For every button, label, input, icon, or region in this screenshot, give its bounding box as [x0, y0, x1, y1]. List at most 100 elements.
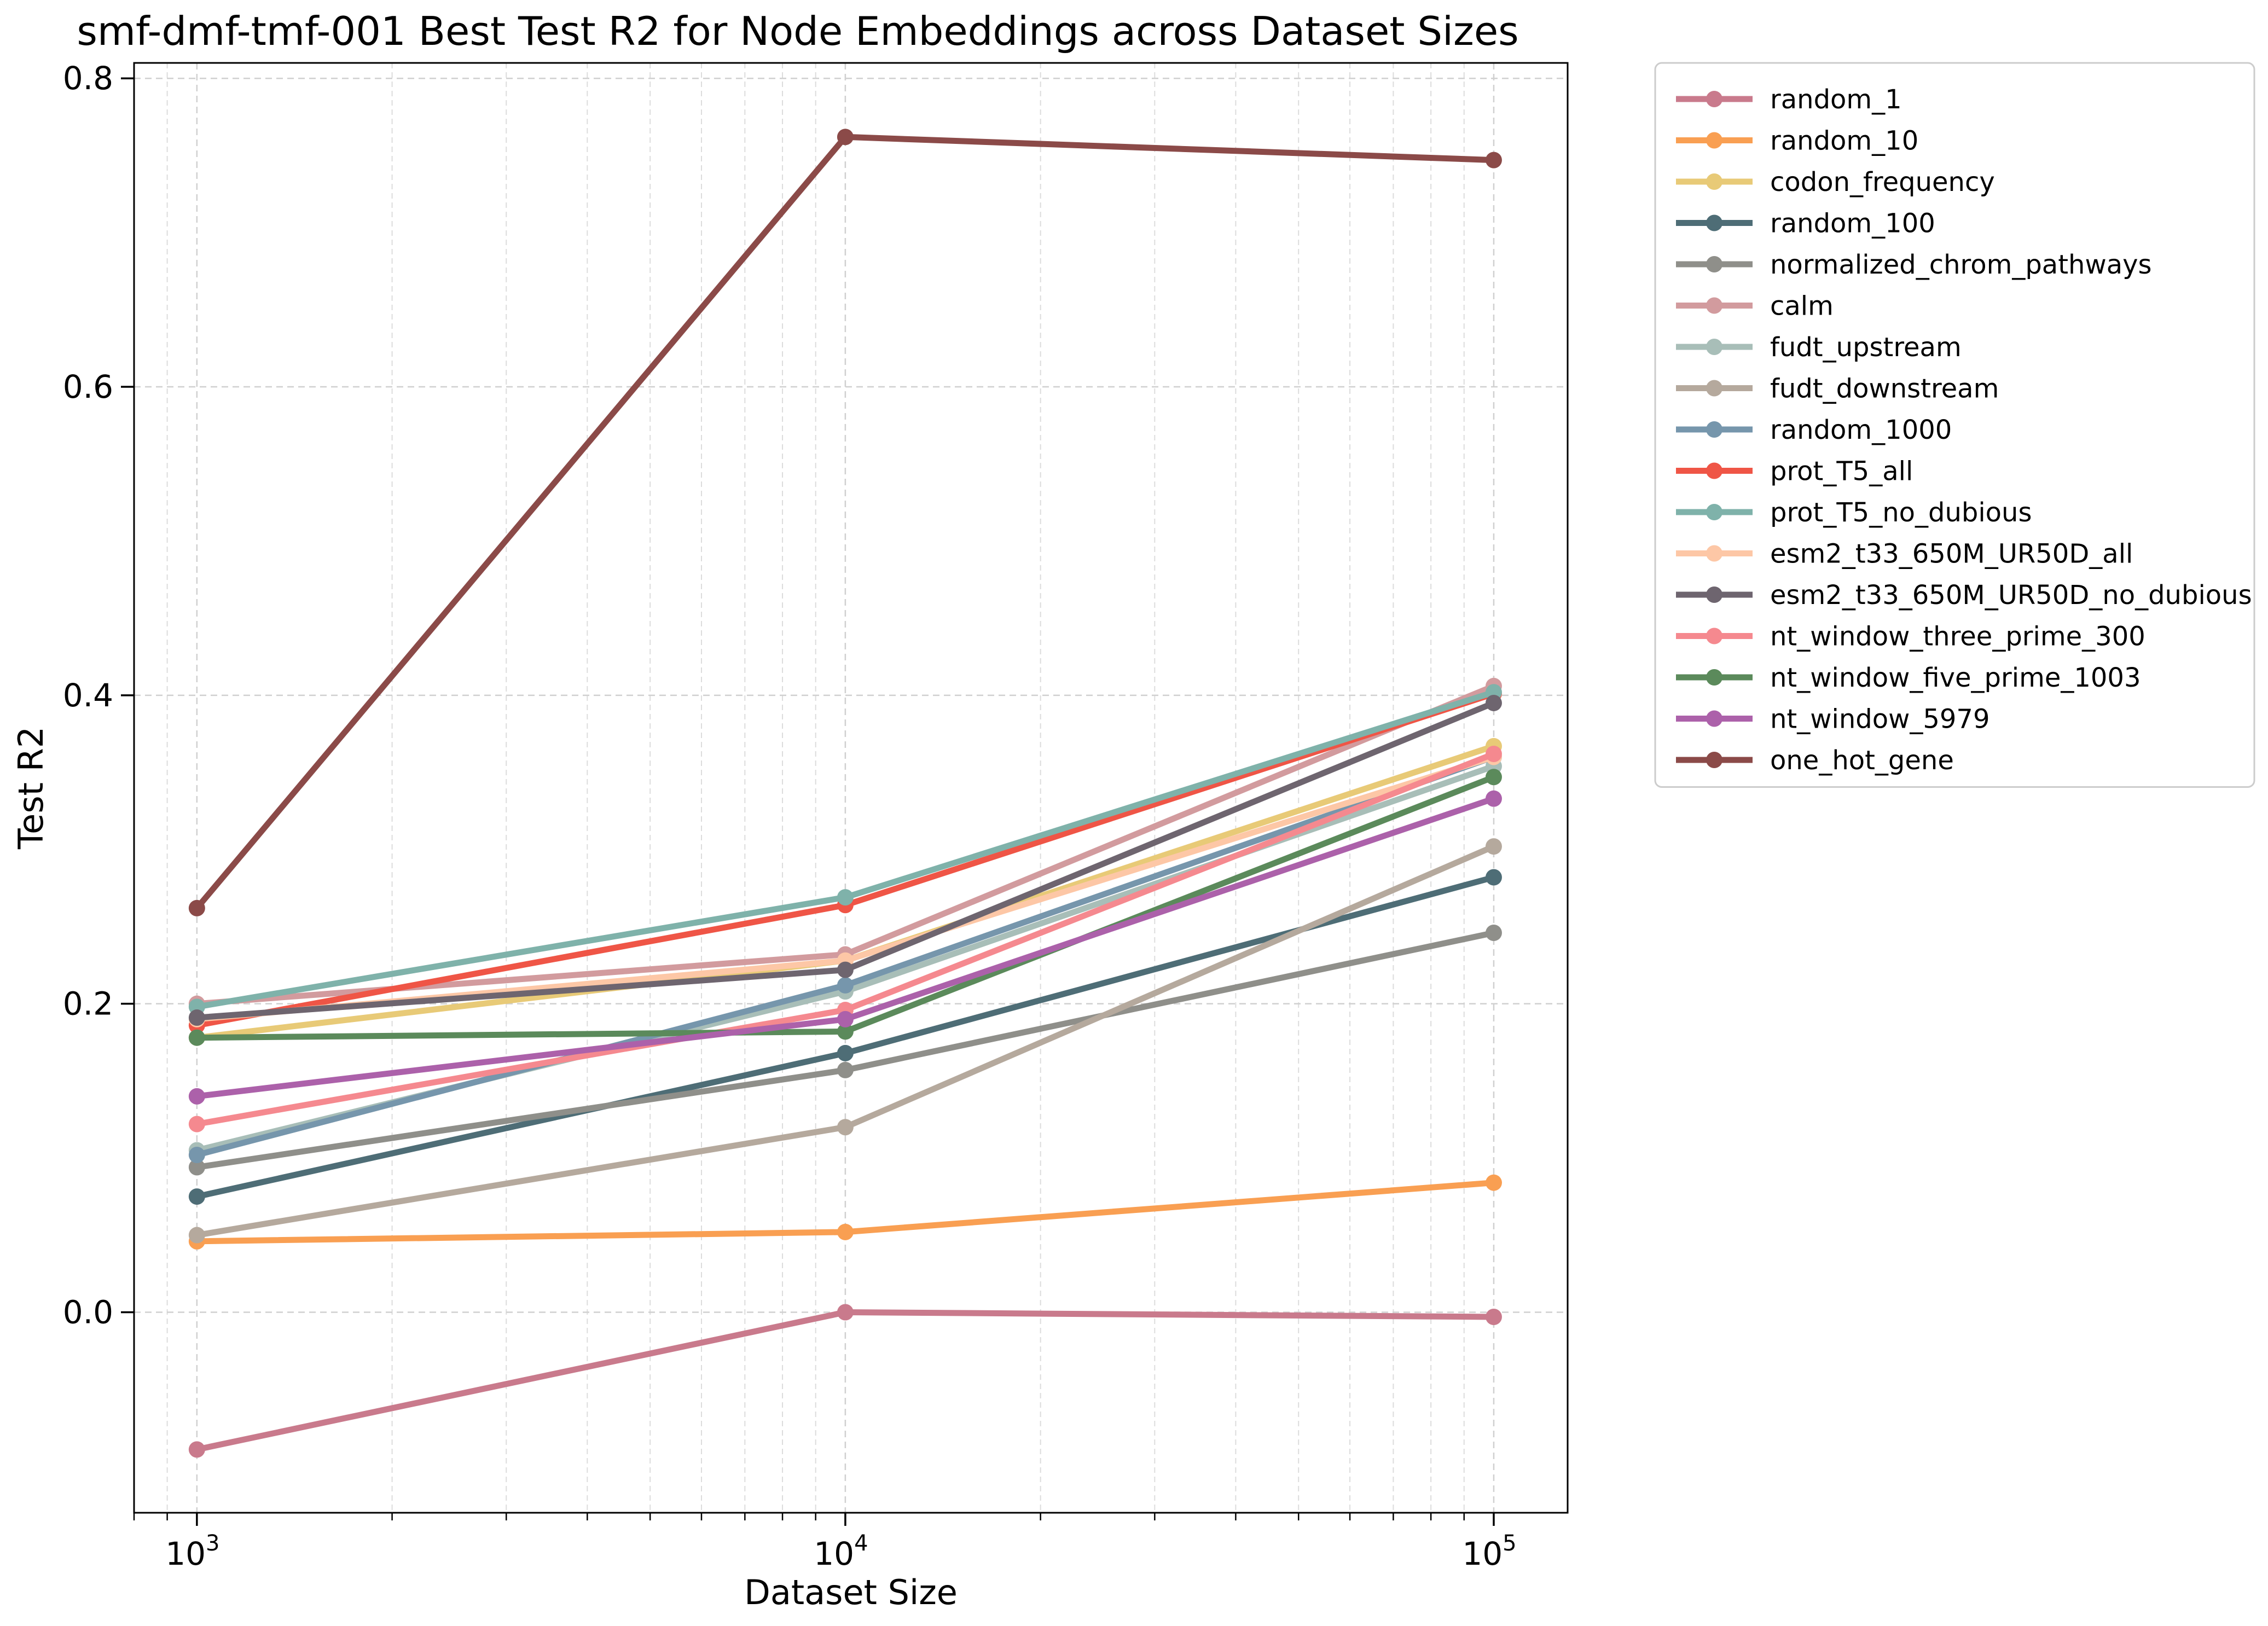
y-tick-label: 0.4	[63, 677, 113, 714]
legend-entry-random_1: random_1	[1676, 84, 1902, 115]
legend-entry-esm2_t33_650M_UR50D_all: esm2_t33_650M_UR50D_all	[1676, 539, 2133, 570]
legend-swatch-marker	[1706, 710, 1722, 727]
legend-entry-nt_window_three_prime_300: nt_window_three_prime_300	[1676, 622, 2145, 652]
y-tick-label: 0.0	[63, 1294, 113, 1331]
legend-frame	[1654, 62, 2255, 788]
legend-swatch-marker	[1706, 421, 1722, 438]
legend-swatch-marker	[1706, 586, 1722, 603]
data-point-one_hot_gene	[837, 129, 854, 146]
data-point-random_10	[837, 1223, 854, 1240]
data-point-one_hot_gene	[188, 899, 205, 916]
legend-swatch-marker	[1706, 173, 1722, 190]
data-point-one_hot_gene	[1485, 152, 1502, 169]
legend-swatch-marker	[1706, 462, 1722, 479]
legend-label: random_10	[1770, 126, 1918, 156]
legend-label: codon_frequency	[1770, 167, 1995, 198]
data-point-random_1	[188, 1441, 205, 1458]
legend-entry-random_1000: random_1000	[1676, 415, 1952, 445]
series-random_100	[188, 869, 1502, 1205]
legend-swatch-marker	[1706, 132, 1722, 149]
x-tick-label: 104	[814, 1531, 868, 1572]
x-axis-label: Dataset Size	[744, 1572, 958, 1612]
grid	[134, 63, 1568, 1513]
legend-label: esm2_t33_650M_UR50D_no_dubious	[1770, 580, 2252, 611]
data-point-nt_window_5979	[837, 1011, 854, 1027]
legend-entry-random_10: random_10	[1676, 126, 1918, 156]
data-point-fudt_downstream	[1485, 838, 1502, 855]
data-point-nt_window_five_prime_1003	[837, 1023, 854, 1040]
data-point-esm2_t33_650M_UR50D_no_dubious	[837, 961, 854, 978]
axes: 103 104 105 0.0 0.2 0.4 0.6 0.8	[63, 60, 1517, 1572]
data-point-random_1000	[837, 977, 854, 994]
data-point-normalized_chrom_pathways	[188, 1159, 205, 1176]
data-point-nt_window_three_prime_300	[1485, 745, 1502, 762]
series-nt_window_5979	[188, 790, 1502, 1105]
legend-label: random_1000	[1770, 415, 1952, 445]
legend-label: nt_window_three_prime_300	[1770, 622, 2145, 652]
legend-entry-prot_T5_no_dubious: prot_T5_no_dubious	[1676, 497, 2032, 528]
legend-label: one_hot_gene	[1770, 745, 1954, 776]
legend-entry-codon_frequency: codon_frequency	[1676, 167, 1995, 198]
data-point-fudt_downstream	[188, 1227, 205, 1244]
series-lines	[188, 129, 1502, 1458]
data-point-esm2_t33_650M_UR50D_no_dubious	[188, 1009, 205, 1026]
data-point-random_1000	[188, 1146, 205, 1163]
legend-swatch-marker	[1706, 339, 1722, 355]
data-point-esm2_t33_650M_UR50D_no_dubious	[1485, 694, 1502, 711]
legend-swatch-marker	[1706, 256, 1722, 272]
y-tick-label: 0.2	[63, 985, 113, 1023]
x-tick-label: 103	[165, 1531, 219, 1572]
chart-title: smf-dmf-tmf-001 Best Test R2 for Node Em…	[77, 8, 1518, 54]
legend-swatch-marker	[1706, 504, 1722, 520]
x-tick-label: 105	[1462, 1531, 1516, 1572]
y-tick-label: 0.6	[63, 368, 113, 405]
data-point-random_1	[1485, 1308, 1502, 1325]
legend-label: normalized_chrom_pathways	[1770, 249, 2152, 280]
y-tick-label: 0.8	[63, 60, 113, 97]
data-point-normalized_chrom_pathways	[1485, 925, 1502, 941]
series-esm2_t33_650M_UR50D_no_dubious	[188, 694, 1502, 1026]
legend-label: prot_T5_no_dubious	[1770, 497, 2032, 528]
legend-label: random_100	[1770, 208, 1935, 239]
data-point-random_1	[837, 1304, 854, 1321]
legend-entry-normalized_chrom_pathways: normalized_chrom_pathways	[1676, 249, 2152, 280]
legend-entry-nt_window_five_prime_1003: nt_window_five_prime_1003	[1676, 663, 2141, 693]
legend-entry-esm2_t33_650M_UR50D_no_dubious: esm2_t33_650M_UR50D_no_dubious	[1676, 580, 2252, 611]
series-nt_window_five_prime_1003	[188, 769, 1502, 1046]
legend-entry-fudt_upstream: fudt_upstream	[1676, 332, 1962, 363]
data-point-nt_window_five_prime_1003	[188, 1029, 205, 1046]
legend-label: fudt_downstream	[1770, 374, 1999, 404]
series-fudt_downstream	[188, 838, 1502, 1244]
legend-label: nt_window_5979	[1770, 704, 1990, 735]
legend-entry-one_hot_gene: one_hot_gene	[1676, 745, 1954, 776]
series-normalized_chrom_pathways	[188, 925, 1502, 1176]
plot-frame	[133, 62, 1569, 1514]
series-random_1	[188, 1304, 1502, 1458]
y-axis-label: Test R2	[11, 727, 51, 850]
legend-label: esm2_t33_650M_UR50D_all	[1770, 539, 2133, 570]
legend-entry-random_100: random_100	[1676, 208, 1935, 239]
legend-swatch-marker	[1706, 669, 1722, 686]
legend-label: nt_window_five_prime_1003	[1770, 663, 2141, 693]
legend-entry-fudt_downstream: fudt_downstream	[1676, 374, 1999, 404]
data-point-random_10	[1485, 1174, 1502, 1191]
data-point-nt_window_5979	[188, 1088, 205, 1105]
legend-label: prot_T5_all	[1770, 456, 1913, 487]
data-point-nt_window_five_prime_1003	[1485, 769, 1502, 786]
data-point-random_100	[837, 1044, 854, 1061]
legend-entry-prot_T5_all: prot_T5_all	[1676, 456, 1913, 487]
data-point-prot_T5_no_dubious	[837, 889, 854, 906]
data-point-random_100	[188, 1188, 205, 1205]
data-point-nt_window_5979	[1485, 790, 1502, 807]
legend-entry-calm: calm	[1676, 291, 1834, 322]
legend-entry-nt_window_5979: nt_window_5979	[1676, 704, 1990, 735]
legend-label: random_1	[1770, 84, 1902, 115]
series-one_hot_gene	[188, 129, 1502, 916]
legend-label: fudt_upstream	[1770, 332, 1962, 363]
legend-swatch-marker	[1706, 380, 1722, 397]
legend-swatch-marker	[1706, 752, 1722, 768]
data-point-normalized_chrom_pathways	[837, 1061, 854, 1078]
legend-swatch-marker	[1706, 297, 1722, 314]
